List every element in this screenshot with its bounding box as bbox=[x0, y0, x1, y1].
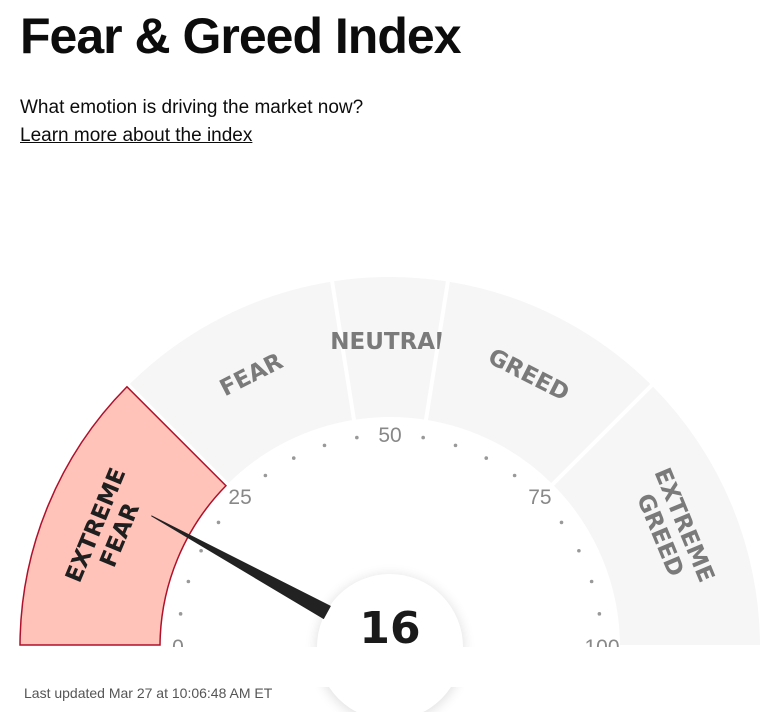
page-title: Fear & Greed Index bbox=[20, 8, 461, 64]
tick-dot bbox=[577, 548, 581, 553]
zone-label-line: NEUTRAL bbox=[330, 329, 450, 355]
zone-extreme-fear bbox=[19, 385, 228, 646]
tick-dot bbox=[322, 443, 327, 448]
gauge-baseline-mask bbox=[0, 647, 768, 687]
tick-dot bbox=[355, 435, 359, 440]
tick-dot bbox=[512, 473, 517, 478]
tick-dot bbox=[597, 612, 602, 616]
tick-label-50: 50 bbox=[378, 424, 401, 447]
tick-dot bbox=[291, 456, 296, 460]
tick-label-75: 75 bbox=[528, 486, 551, 509]
tick-dot bbox=[589, 579, 594, 584]
tick-label-25: 25 bbox=[228, 486, 251, 509]
page-subtitle: What emotion is driving the market now? bbox=[20, 97, 364, 118]
zone-extreme-greed bbox=[554, 386, 760, 645]
zone-fear bbox=[129, 281, 353, 483]
gauge-value: 16 bbox=[359, 603, 420, 654]
tick-dot bbox=[216, 520, 221, 525]
learn-more-link[interactable]: Learn more about the index bbox=[20, 125, 253, 146]
gauge-needle-group: 16 bbox=[0, 515, 768, 712]
tick-dot bbox=[421, 435, 425, 440]
tick-dot bbox=[559, 520, 564, 525]
zone-neutral bbox=[334, 276, 446, 420]
last-updated: Last updated Mar 27 at 10:06:48 AM ET bbox=[24, 685, 273, 701]
zone-greed bbox=[427, 281, 651, 483]
tick-dot bbox=[453, 443, 458, 448]
tick-dot bbox=[263, 473, 268, 478]
tick-dot bbox=[186, 579, 191, 584]
tick-dot bbox=[178, 612, 183, 616]
zone-label-neutral: NEUTRAL bbox=[330, 329, 450, 355]
gauge-needle bbox=[151, 515, 331, 619]
tick-dot bbox=[199, 548, 203, 553]
tick-dot bbox=[484, 456, 489, 460]
